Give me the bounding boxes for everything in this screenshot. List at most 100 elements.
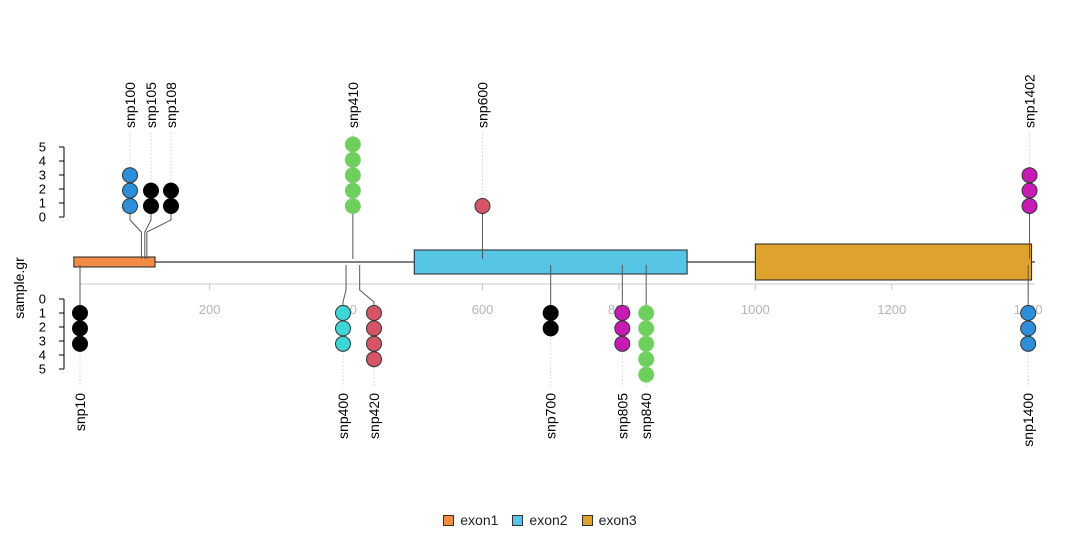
legend-swatch <box>443 514 455 526</box>
snp-marker <box>614 335 631 352</box>
legend-swatch <box>512 514 524 526</box>
snp-marker <box>1020 320 1037 337</box>
legend-label: exon3 <box>598 512 637 528</box>
snp-marker <box>344 167 361 184</box>
snp-marker <box>638 351 655 368</box>
snp-snp1400: snp1400 <box>1020 265 1037 447</box>
legend-label: exon1 <box>460 512 499 528</box>
y-tick-label: 2 <box>39 320 46 335</box>
legend-label: exon2 <box>529 512 568 528</box>
snp-label: snp805 <box>614 393 630 439</box>
snp-snp410: snp410 <box>344 82 361 259</box>
feature-exon1 <box>73 256 156 268</box>
snp-marker <box>163 182 179 199</box>
gene-track <box>73 243 1035 281</box>
snp-marker <box>542 320 559 337</box>
snp-snp108: snp108 <box>146 82 179 259</box>
snp-layer: snp10 snp100 snp105 snp108 snp400 snp410 snp42… <box>72 74 1038 447</box>
snp-marker <box>344 182 361 199</box>
y-axis-label: sample.gr <box>11 257 27 319</box>
y-tick-label: 3 <box>39 334 46 349</box>
legend: exon1 exon2 exon3 <box>0 512 1080 528</box>
x-tick-label: 1200 <box>877 302 906 317</box>
snp-stem <box>144 206 152 259</box>
y-tick-label: 3 <box>39 168 46 183</box>
snp-marker <box>614 305 631 321</box>
snp-marker <box>335 305 351 321</box>
snp-marker <box>474 198 491 214</box>
legend-swatch <box>581 514 593 526</box>
snp-marker <box>163 198 179 214</box>
snp-label: snp1400 <box>1020 393 1036 447</box>
snp-label: snp840 <box>638 393 654 439</box>
snp-marker <box>335 335 351 352</box>
snp-label: snp105 <box>143 82 159 128</box>
snp-label: snp410 <box>345 82 361 128</box>
snp-label: snp600 <box>474 82 490 128</box>
snp-snp400: snp400 <box>335 265 351 439</box>
legend-item-exon1: exon1 <box>443 512 498 528</box>
y-tick-label: 4 <box>39 348 46 363</box>
snp-marker <box>366 335 382 352</box>
snp-marker <box>1021 167 1038 184</box>
x-tick-label: 200 <box>199 302 221 317</box>
snp-label: snp100 <box>122 82 138 128</box>
x-tick-label: 600 <box>472 302 494 317</box>
feature-exon3 <box>754 243 1033 281</box>
snp-marker <box>1021 182 1038 199</box>
snp-marker <box>344 151 361 168</box>
snp-marker <box>335 320 351 337</box>
snp-marker <box>72 335 88 352</box>
y-tick-label: 2 <box>39 182 46 197</box>
x-axis: 200400600800100012001400 <box>80 283 1043 317</box>
snp-snp805: snp805 <box>614 265 631 439</box>
snp-snp840: snp840 <box>638 265 655 439</box>
snp-label: snp700 <box>543 393 559 439</box>
snp-label: snp420 <box>366 393 382 439</box>
legend-item-exon2: exon2 <box>512 512 568 528</box>
snp-stem <box>129 206 142 259</box>
snp-marker <box>366 305 382 321</box>
snp-marker <box>143 182 159 199</box>
snp-marker <box>1020 305 1037 321</box>
snp-snp1402: snp1402 <box>1021 74 1038 259</box>
y-tick-label: 5 <box>39 362 46 377</box>
snp-marker <box>1020 335 1037 352</box>
snp-snp600: snp600 <box>474 82 491 259</box>
snp-snp100: snp100 <box>122 82 142 259</box>
snp-marker <box>143 198 159 214</box>
snp-marker <box>638 335 655 352</box>
snp-marker <box>122 182 138 199</box>
snp-marker <box>542 305 559 321</box>
y-tick-label: 1 <box>39 196 46 211</box>
snp-marker <box>638 366 655 383</box>
snp-marker <box>638 320 655 337</box>
snp-marker <box>638 305 655 321</box>
snp-marker <box>122 198 138 214</box>
snp-snp700: snp700 <box>542 265 559 439</box>
snp-marker <box>366 351 382 368</box>
snp-label: snp1402 <box>1022 74 1038 128</box>
snp-snp105: snp105 <box>143 82 159 259</box>
snp-marker <box>1021 198 1038 214</box>
snp-marker <box>72 320 88 337</box>
x-tick-label: 1000 <box>741 302 770 317</box>
snp-marker <box>122 167 138 184</box>
y-tick-label: 1 <box>39 306 46 321</box>
snp-marker <box>344 136 361 153</box>
snp-snp420: snp420 <box>359 265 382 439</box>
snp-marker <box>614 320 631 337</box>
y-tick-label: 4 <box>39 154 46 169</box>
snp-label: snp400 <box>335 393 351 439</box>
y-tick-label: 5 <box>39 140 46 155</box>
y-tick-label: 0 <box>39 210 46 225</box>
snp-label: snp108 <box>163 82 179 128</box>
snp-marker <box>72 305 88 321</box>
snp-snp10: snp10 <box>72 265 88 431</box>
legend-item-exon3: exon3 <box>581 512 637 528</box>
y-tick-label: 0 <box>39 292 46 307</box>
snp-marker <box>366 320 382 337</box>
snp-marker <box>344 198 361 214</box>
